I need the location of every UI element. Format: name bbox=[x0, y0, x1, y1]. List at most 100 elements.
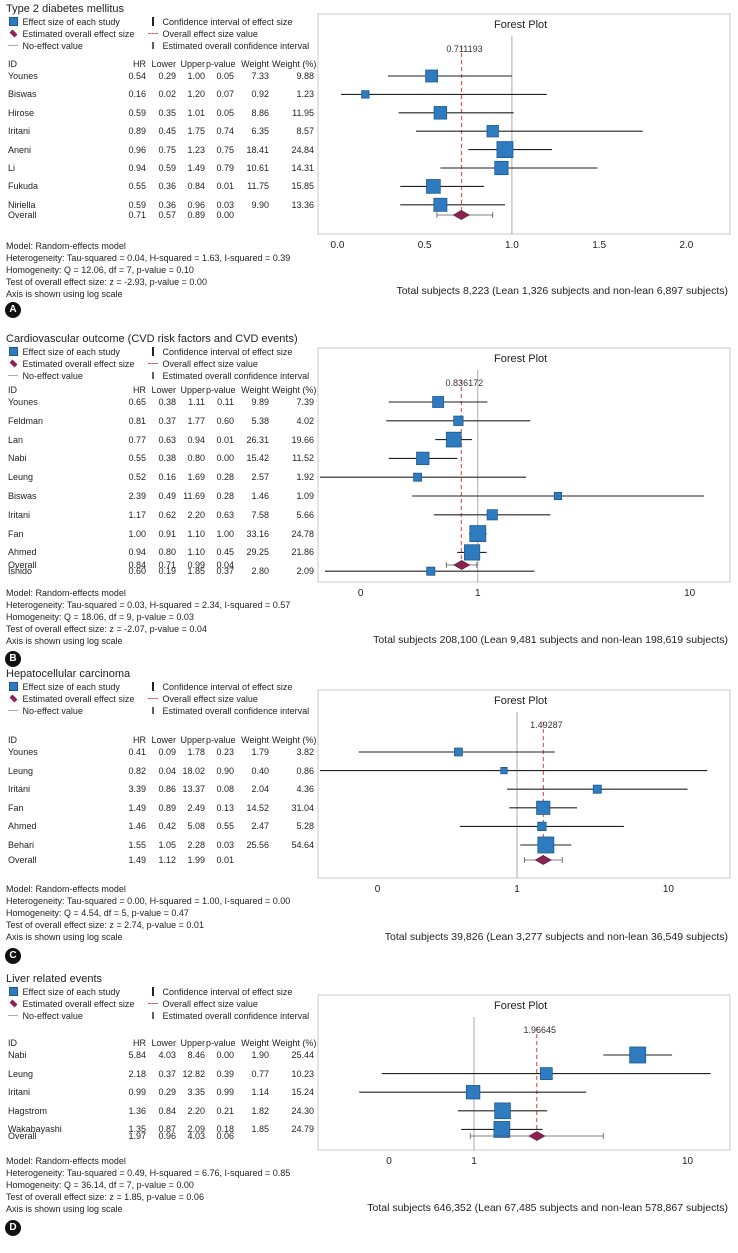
cell-w: 7.33 bbox=[251, 71, 269, 81]
cell-p: 0.45 bbox=[216, 547, 234, 558]
cell-wp: 24.84 bbox=[291, 144, 314, 155]
cell-p: 0.74 bbox=[216, 126, 234, 137]
cell-w: 1.46 bbox=[251, 491, 269, 501]
cell-p: 0.08 bbox=[216, 784, 234, 795]
overall-cell: 0.04 bbox=[216, 560, 234, 570]
cell-p: 0.63 bbox=[216, 509, 234, 520]
cell-wp: 21.86 bbox=[291, 547, 314, 558]
overall-cell: Overall bbox=[8, 855, 37, 865]
cell-hr: 5.84 bbox=[128, 1050, 146, 1060]
cell-wp: 10.23 bbox=[291, 1068, 314, 1079]
cell-wp: 24.30 bbox=[291, 1105, 314, 1116]
cell-w: 11.75 bbox=[247, 181, 269, 192]
cell-w: 1.14 bbox=[251, 1087, 269, 1098]
overall-value-label: 1.96645 bbox=[523, 1025, 556, 1035]
note-line: Model: Random-effects model bbox=[6, 588, 126, 598]
overall-cell: Overall bbox=[8, 560, 37, 570]
axis-tick-label: 10 bbox=[663, 884, 675, 895]
cell-id: Iritani bbox=[8, 126, 31, 137]
cell-w: 25.56 bbox=[246, 840, 269, 850]
cell-id: Younes bbox=[8, 747, 38, 757]
note-line: Model: Random-effects model bbox=[6, 241, 126, 251]
cell-lower: 0.38 bbox=[158, 397, 176, 407]
legend-no-effect: No-effect value bbox=[6, 41, 83, 52]
panel-badge: A bbox=[5, 302, 21, 318]
cell-w: 8.86 bbox=[251, 107, 269, 118]
cell-id: Feldman bbox=[8, 415, 44, 426]
cell-wp: 54.64 bbox=[291, 840, 314, 850]
total-subjects: Total subjects 208,100 (Lean 9,481 subje… bbox=[373, 634, 728, 646]
cell-wp: 9.88 bbox=[296, 71, 314, 81]
study-effect-marker bbox=[426, 179, 441, 194]
study-effect-marker bbox=[454, 747, 463, 757]
legend-overall-effect-label: Estimated overall effect size bbox=[22, 999, 135, 1009]
axis-tick-label: 1 bbox=[475, 588, 481, 599]
cell-wp: 19.66 bbox=[291, 434, 314, 445]
cell-p: 0.79 bbox=[216, 163, 234, 173]
study-effect-marker bbox=[361, 90, 370, 99]
note-line: Model: Random-effects model bbox=[6, 1156, 126, 1166]
cell-p: 0.03 bbox=[216, 840, 234, 850]
overall-cell: 1.99 bbox=[187, 855, 205, 865]
cell-id: Behari bbox=[8, 840, 35, 850]
cell-upper: 2.20 bbox=[187, 1105, 205, 1116]
cell-lower: 0.59 bbox=[158, 163, 176, 173]
column-header: Lower bbox=[151, 385, 176, 395]
column-header: p-value bbox=[206, 735, 236, 745]
cell-w: 29.25 bbox=[246, 547, 269, 558]
legend-overall-effect: Estimated overall effect size bbox=[6, 29, 134, 40]
cell-w: 9.90 bbox=[251, 199, 269, 210]
column-header: HR bbox=[133, 735, 146, 745]
cell-p: 0.01 bbox=[216, 434, 234, 445]
cell-upper: 2.28 bbox=[187, 840, 205, 850]
total-subjects: Total subjects 39,826 (Lean 3,277 subjec… bbox=[384, 931, 728, 943]
cell-id: Aneni bbox=[8, 144, 32, 155]
cell-w: 5.38 bbox=[251, 415, 269, 426]
legend-no-effect: No-effect value bbox=[6, 1011, 83, 1022]
study-effect-marker bbox=[486, 125, 499, 138]
legend-effect-size-label: Effect size of each study bbox=[22, 682, 120, 692]
legend-effect-size: Effect size of each study bbox=[6, 347, 120, 358]
cell-id: Ishido bbox=[8, 566, 33, 577]
cell-lower: 0.16 bbox=[158, 472, 176, 483]
cell-wp: 13.36 bbox=[291, 199, 314, 210]
column-header: Weight bbox=[241, 735, 269, 745]
cell-hr: 0.96 bbox=[128, 144, 146, 155]
column-header: Lower bbox=[151, 59, 176, 69]
cell-w: 1.85 bbox=[251, 1124, 269, 1135]
cell-wp: 11.52 bbox=[292, 453, 314, 464]
cell-id: Fan bbox=[8, 528, 24, 539]
cell-lower: 0.29 bbox=[158, 71, 176, 81]
study-effect-marker bbox=[469, 525, 487, 542]
cell-p: 0.00 bbox=[216, 1050, 234, 1060]
cell-id: Biswas bbox=[8, 491, 37, 501]
study-effect-marker bbox=[465, 1085, 481, 1100]
cell-wp: 3.82 bbox=[296, 747, 314, 757]
cell-upper: 2.09 bbox=[187, 1124, 205, 1135]
cell-hr: 0.54 bbox=[128, 71, 146, 81]
cell-p: 1.00 bbox=[216, 528, 234, 539]
legend-overall-value-label: Overall effect size value bbox=[162, 359, 258, 369]
cell-hr: 2.18 bbox=[128, 1068, 146, 1079]
axis-tick-label: 0 bbox=[358, 588, 364, 599]
panel-badge: D bbox=[5, 1220, 21, 1236]
panel-title: Cardiovascular outcome (CVD risk factors… bbox=[6, 333, 298, 345]
cell-wp: 25.44 bbox=[291, 1050, 314, 1060]
legend-overall-value-label: Overall effect size value bbox=[162, 999, 258, 1009]
cell-wp: 5.28 bbox=[296, 821, 314, 832]
cell-wp: 14.31 bbox=[291, 163, 314, 173]
cell-p: 0.11 bbox=[217, 397, 234, 407]
legend-confidence-interval-label: Confidence interval of effect size bbox=[162, 347, 293, 357]
column-header: Weight (%) bbox=[272, 735, 317, 745]
cell-upper: 1.20 bbox=[187, 89, 205, 100]
cell-upper: 0.80 bbox=[187, 453, 205, 464]
study-effect-marker bbox=[539, 1067, 553, 1080]
cell-w: 0.92 bbox=[251, 89, 269, 100]
cell-p: 0.28 bbox=[216, 472, 234, 483]
legend-effect-size: Effect size of each study bbox=[6, 17, 120, 28]
overall-cell: 0.57 bbox=[158, 210, 176, 220]
cell-hr: 1.35 bbox=[128, 1124, 146, 1135]
study-effect-marker bbox=[629, 1046, 647, 1064]
